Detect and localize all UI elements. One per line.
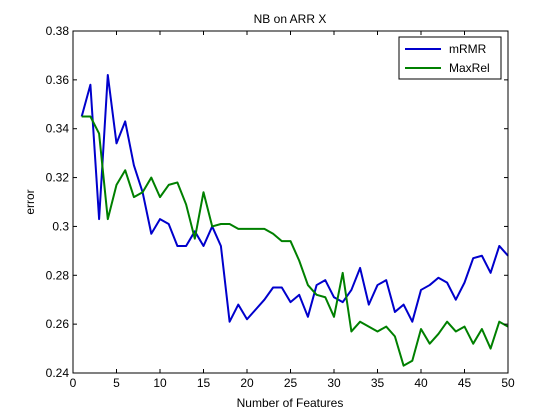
y-tick-label: 0.24 xyxy=(46,366,70,380)
y-axis-label: error xyxy=(23,189,37,214)
chart-title: NB on ARR X xyxy=(254,12,327,26)
legend-box xyxy=(398,36,502,80)
x-tick-label: 20 xyxy=(240,376,254,390)
x-tick-label: 40 xyxy=(414,376,428,390)
y-tick-label: 0.36 xyxy=(46,73,70,87)
series-layer xyxy=(80,73,509,367)
x-tick-label: 10 xyxy=(153,376,167,390)
legend: mRMR MaxRel xyxy=(398,36,502,80)
series-line-maxrel xyxy=(81,115,509,367)
series-line-mrmr xyxy=(80,73,509,323)
x-tick-label: 0 xyxy=(70,376,77,390)
y-tick-label: 0.38 xyxy=(46,24,70,38)
x-tick-label: 25 xyxy=(284,376,298,390)
x-tick-label: 15 xyxy=(197,376,211,390)
y-tick-label: 0.34 xyxy=(46,122,70,136)
x-tick-label: 30 xyxy=(327,376,341,390)
y-tick-label: 0.28 xyxy=(46,268,70,282)
y-tick-label: 0.26 xyxy=(46,317,70,331)
x-tick-label: 35 xyxy=(371,376,385,390)
y-tick-label: 0.3 xyxy=(52,219,69,233)
legend-label-maxrel: MaxRel xyxy=(449,61,490,75)
x-tick-label: 5 xyxy=(113,376,120,390)
plot-area xyxy=(73,31,508,373)
legend-label-mrmr: mRMR xyxy=(449,42,487,56)
x-tick-label: 45 xyxy=(458,376,472,390)
x-tick-label: 50 xyxy=(501,376,515,390)
y-tick-label: 0.32 xyxy=(46,171,70,185)
ticks-layer: 0 5 10 15 20 25 30 35 40 45 50 0.24 0.26 0.28 0.3 0.32 0… xyxy=(46,24,515,390)
x-axis-label: Number of Features xyxy=(237,396,344,410)
